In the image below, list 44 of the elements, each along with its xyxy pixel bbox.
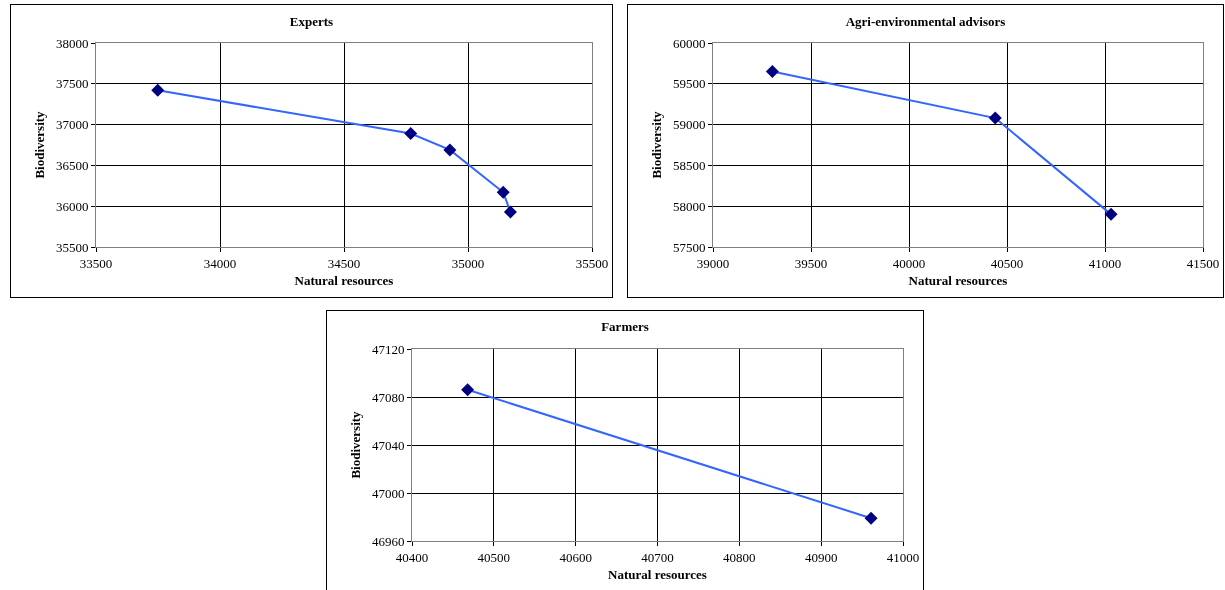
x-axis-title: Natural resources [294, 273, 394, 289]
y-tick-label: 47040 [371, 437, 405, 453]
x-tick-label: 41500 [1186, 255, 1220, 271]
y-tick-label: 37000 [55, 117, 89, 133]
x-tick-label: 40400 [395, 549, 429, 565]
x-tick-label: 40800 [723, 549, 756, 565]
chart-title: Experts [289, 13, 334, 29]
x-tick-label: 40500 [477, 549, 511, 565]
y-axis-title: Biodiversity [347, 410, 363, 479]
y-tick-label: 58500 [672, 157, 706, 173]
y-tick-label: 59500 [672, 76, 706, 92]
x-tick-label: 34500 [327, 255, 361, 271]
chart-title: Agri-environmental advisors [845, 13, 1006, 29]
y-tick-label: 37500 [55, 76, 89, 92]
x-tick-label: 40600 [559, 549, 592, 565]
y-tick-label: 46960 [371, 533, 405, 549]
y-tick-label: 47080 [371, 389, 405, 405]
y-tick-label: 47000 [371, 485, 405, 501]
x-tick-label: 40700 [641, 549, 674, 565]
x-axis-title: Natural resources [608, 567, 707, 583]
x-tick-label: 41000 [1088, 255, 1122, 271]
x-tick-label: 40000 [892, 255, 926, 271]
y-tick-label: 58000 [672, 198, 706, 214]
chart-title: Farmers [601, 319, 649, 335]
x-tick-label: 40500 [990, 255, 1024, 271]
x-tick-label: 40900 [804, 549, 838, 565]
x-tick-label: 41000 [886, 549, 920, 565]
y-tick-label: 57500 [672, 239, 706, 255]
x-tick-label: 39000 [696, 255, 730, 271]
x-tick-label: 35000 [451, 255, 485, 271]
y-tick-label: 47120 [371, 341, 405, 357]
x-axis-title: Natural resources [908, 273, 1008, 289]
y-axis-title: Biodiversity [31, 110, 47, 179]
y-tick-label: 60000 [672, 35, 706, 51]
y-tick-label: 35500 [55, 239, 89, 255]
y-tick-label: 59000 [672, 117, 706, 133]
x-tick-label: 39500 [794, 255, 828, 271]
y-tick-label: 36000 [55, 198, 89, 214]
x-tick-label: 35500 [575, 255, 609, 271]
x-tick-label: 34000 [203, 255, 237, 271]
x-tick-label: 33500 [79, 255, 113, 271]
y-tick-label: 38000 [55, 35, 89, 51]
y-tick-label: 36500 [55, 157, 89, 173]
y-axis-title: Biodiversity [648, 110, 664, 179]
